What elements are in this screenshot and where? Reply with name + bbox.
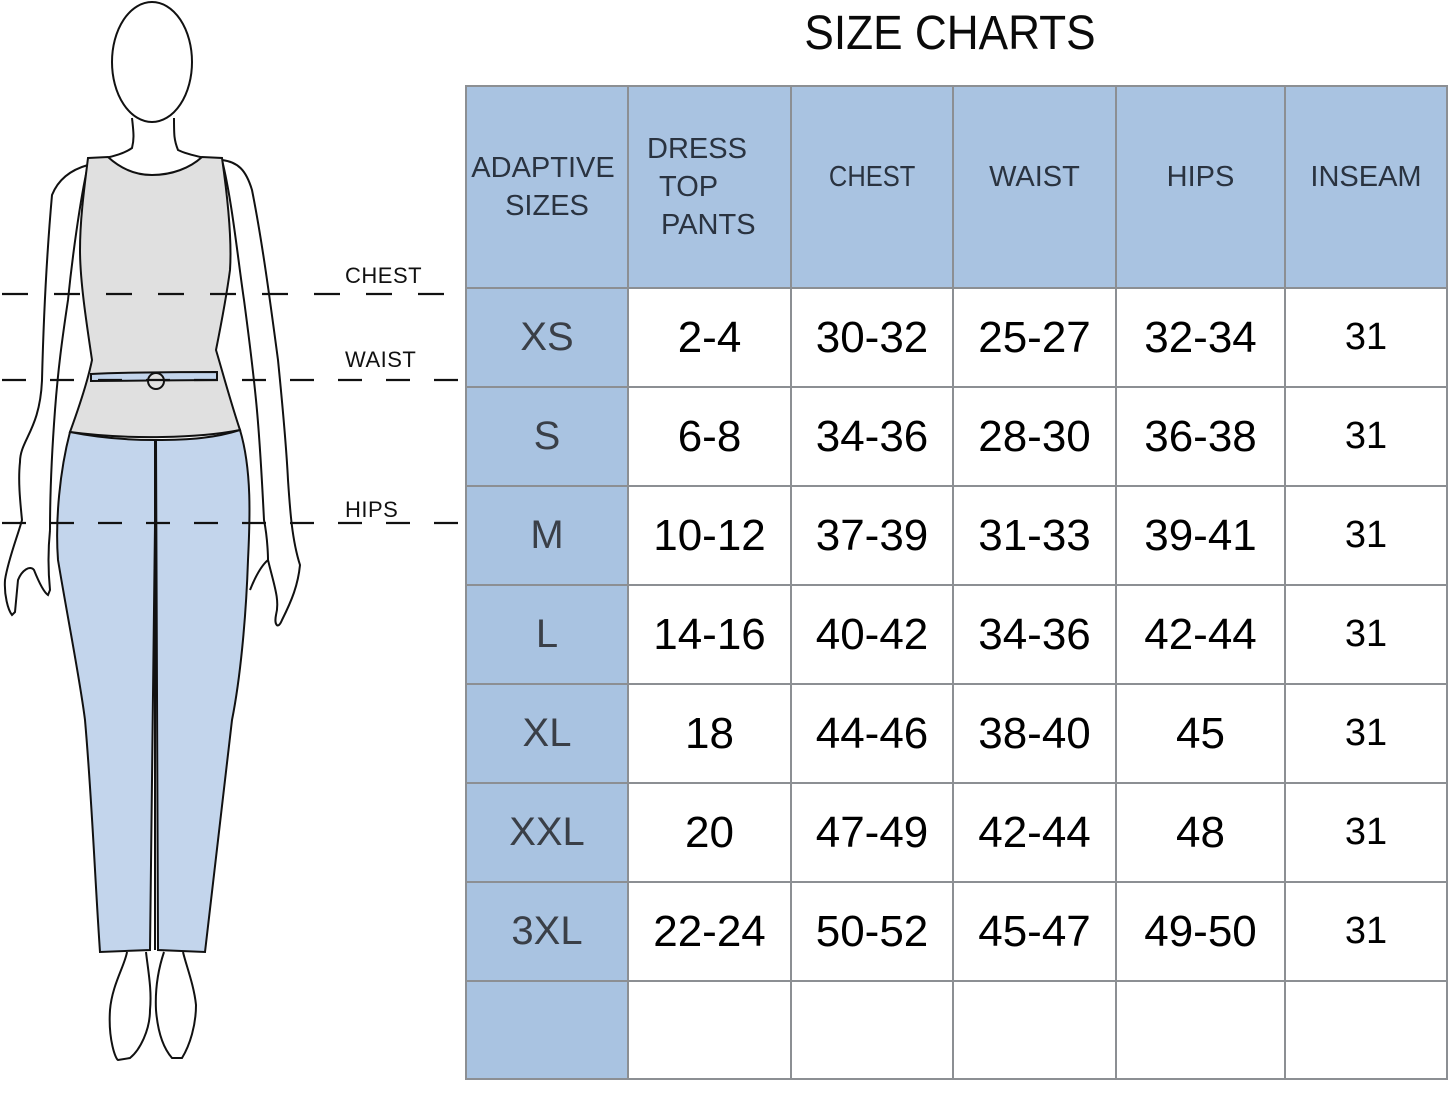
dress-cell: 10-12	[627, 485, 792, 586]
dress-cell: 20	[627, 782, 792, 883]
size-cell: 3XL	[465, 881, 629, 982]
waist-cell: 38-40	[952, 683, 1117, 784]
size-cell: S	[465, 386, 629, 487]
hips-cell: 36-38	[1115, 386, 1286, 487]
size-chart-table: ADAPTIVE SIZES DRESS TOP PANTS CHEST WAI…	[465, 85, 1448, 1080]
inseam-cell: 31	[1284, 485, 1448, 586]
page-title: SIZE CHARTS	[804, 7, 1096, 60]
header-adaptive-sizes: ADAPTIVE SIZES	[465, 85, 629, 289]
body-measurement-figure: CHEST WAIST HIPS	[0, 0, 470, 1116]
hips-measure-label: HIPS	[345, 497, 399, 522]
dress-cell: 6-8	[627, 386, 792, 487]
size-cell: XL	[465, 683, 629, 784]
header-chest: CHEST	[790, 85, 954, 289]
header-dress-top-pants: DRESS TOP PANTS	[627, 85, 792, 289]
waist-cell: 28-30	[952, 386, 1117, 487]
size-cell-empty	[465, 980, 629, 1080]
waist-cell: 45-47	[952, 881, 1117, 982]
hips-cell: 49-50	[1115, 881, 1286, 982]
header-adaptive-line2: SIZES	[505, 190, 589, 222]
empty-cell	[952, 980, 1117, 1080]
inseam-cell: 31	[1284, 287, 1448, 388]
table-row: M 10-12 37-39 31-33 39-41 31	[465, 485, 1448, 586]
header-waist: WAIST	[952, 85, 1117, 289]
empty-cell	[790, 980, 954, 1080]
inseam-cell: 31	[1284, 584, 1448, 685]
waist-measure-label: WAIST	[345, 347, 417, 372]
chest-cell: 30-32	[790, 287, 954, 388]
size-cell: XS	[465, 287, 629, 388]
inseam-cell: 31	[1284, 881, 1448, 982]
dress-cell: 18	[627, 683, 792, 784]
header-dress-line3: PANTS	[661, 209, 756, 241]
chest-cell: 47-49	[790, 782, 954, 883]
dress-cell: 14-16	[627, 584, 792, 685]
size-cell: L	[465, 584, 629, 685]
header-chest-label: CHEST	[828, 161, 916, 193]
inseam-cell: 31	[1284, 782, 1448, 883]
inseam-cell: 31	[1284, 386, 1448, 487]
empty-cell	[1115, 980, 1286, 1080]
mannequin-illustration-icon	[2, 1, 460, 1062]
hips-cell: 42-44	[1115, 584, 1286, 685]
table-row: 3XL 22-24 50-52 45-47 49-50 31	[465, 881, 1448, 982]
header-dress-line2: TOP	[659, 171, 719, 203]
table-row-empty	[465, 980, 1448, 1080]
table-row: XS 2-4 30-32 25-27 32-34 31	[465, 287, 1448, 388]
table-row: XXL 20 47-49 42-44 48 31	[465, 782, 1448, 883]
waist-cell: 34-36	[952, 584, 1117, 685]
waist-cell: 31-33	[952, 485, 1117, 586]
chest-cell: 50-52	[790, 881, 954, 982]
hips-cell: 45	[1115, 683, 1286, 784]
table-row: S 6-8 34-36 28-30 36-38 31	[465, 386, 1448, 487]
empty-cell	[1284, 980, 1448, 1080]
chest-cell: 40-42	[790, 584, 954, 685]
header-hips: HIPS	[1115, 85, 1286, 289]
header-adaptive-line1: ADAPTIVE	[471, 152, 615, 184]
table-row: L 14-16 40-42 34-36 42-44 31	[465, 584, 1448, 685]
header-waist-label: WAIST	[989, 161, 1080, 193]
chest-cell: 34-36	[790, 386, 954, 487]
header-inseam: INSEAM	[1284, 85, 1448, 289]
size-cell: M	[465, 485, 629, 586]
table-row: XL 18 44-46 38-40 45 31	[465, 683, 1448, 784]
table-header-row: ADAPTIVE SIZES DRESS TOP PANTS CHEST WAI…	[465, 85, 1448, 289]
chest-measure-label: CHEST	[345, 263, 423, 288]
waist-cell: 42-44	[952, 782, 1117, 883]
hips-cell: 48	[1115, 782, 1286, 883]
chest-cell: 37-39	[790, 485, 954, 586]
empty-cell	[627, 980, 792, 1080]
header-dress-line1: DRESS	[647, 133, 747, 165]
dress-cell: 2-4	[627, 287, 792, 388]
header-hips-label: HIPS	[1166, 161, 1235, 193]
waist-cell: 25-27	[952, 287, 1117, 388]
hips-cell: 39-41	[1115, 485, 1286, 586]
chest-cell: 44-46	[790, 683, 954, 784]
inseam-cell: 31	[1284, 683, 1448, 784]
header-inseam-label: INSEAM	[1310, 161, 1422, 193]
hips-cell: 32-34	[1115, 287, 1286, 388]
size-cell: XXL	[465, 782, 629, 883]
dress-cell: 22-24	[627, 881, 792, 982]
